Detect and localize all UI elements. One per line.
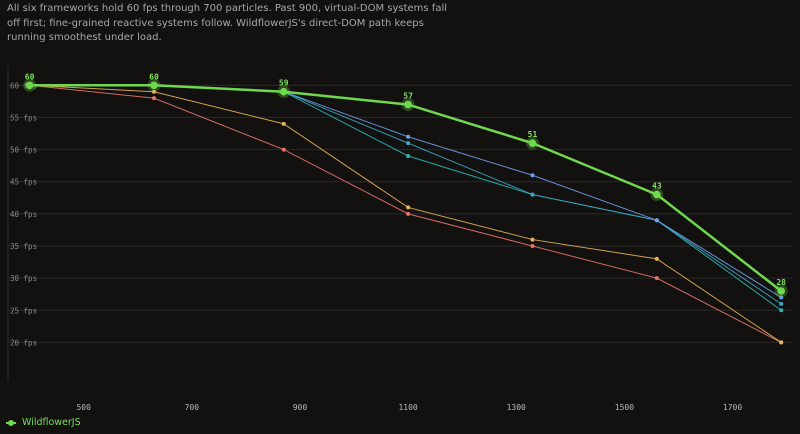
series-point	[406, 134, 411, 139]
data-label: 57	[403, 92, 413, 101]
series-point	[530, 244, 535, 248]
series-point	[654, 256, 659, 261]
y-tick-label: 40 fps	[10, 210, 37, 219]
data-label: 59	[279, 79, 289, 88]
x-tick-label: 1100	[398, 403, 417, 412]
y-tick-label: 35 fps	[10, 242, 37, 251]
x-tick-label: 700	[185, 403, 200, 412]
series-point-highlight	[150, 81, 158, 90]
data-label: 60	[25, 72, 35, 81]
series-point	[530, 192, 535, 197]
legend-label-wildflowerjs: WildflowerJS	[22, 417, 81, 428]
y-tick-label: 20 fps	[10, 338, 37, 347]
series-point	[151, 89, 156, 94]
series-point	[654, 276, 659, 281]
y-tick-label: 60 fps	[10, 81, 37, 90]
series-point-highlight	[279, 87, 288, 96]
x-tick-label: 1700	[723, 403, 742, 412]
y-tick-label: 25 fps	[10, 306, 37, 315]
data-label: 60	[149, 72, 159, 81]
series-point-highlight	[653, 190, 661, 199]
series-point	[281, 121, 286, 126]
chart-caption: All six frameworks hold 60 fps through 7…	[7, 3, 448, 44]
series-point	[779, 301, 784, 306]
data-label: 51	[528, 130, 538, 139]
series-line	[29, 84, 782, 305]
series-point	[406, 141, 411, 146]
series-point	[654, 218, 659, 223]
series-point	[406, 211, 411, 216]
y-tick-label: 55 fps	[10, 113, 37, 122]
x-tick-label: 900	[293, 403, 308, 412]
series-point	[530, 237, 535, 242]
series-point	[779, 308, 784, 313]
y-tick-label: 45 fps	[10, 178, 37, 187]
series-line	[29, 84, 782, 311]
series-point	[406, 154, 411, 158]
series-point-highlight	[25, 81, 34, 90]
x-tick-label: 1300	[507, 403, 526, 412]
series-point	[151, 96, 156, 101]
y-tick-label: 30 fps	[10, 274, 37, 283]
series-line-highlight	[29, 84, 782, 292]
data-label: 43	[652, 182, 662, 191]
y-tick-label: 50 fps	[10, 146, 37, 155]
series-point-highlight	[777, 287, 785, 295]
series-point	[530, 173, 535, 178]
x-tick-label: 1500	[615, 403, 634, 412]
series-point-highlight	[528, 139, 537, 147]
x-tick-label: 500	[76, 403, 91, 412]
legend[interactable]: WildflowerJS	[6, 417, 81, 428]
series-point-highlight	[404, 100, 412, 109]
data-label: 28	[776, 278, 786, 287]
series-point	[406, 205, 411, 210]
series-point	[779, 340, 784, 345]
legend-swatch-wildflowerjs	[6, 418, 16, 428]
series-point	[281, 147, 286, 152]
series-point	[779, 295, 784, 300]
